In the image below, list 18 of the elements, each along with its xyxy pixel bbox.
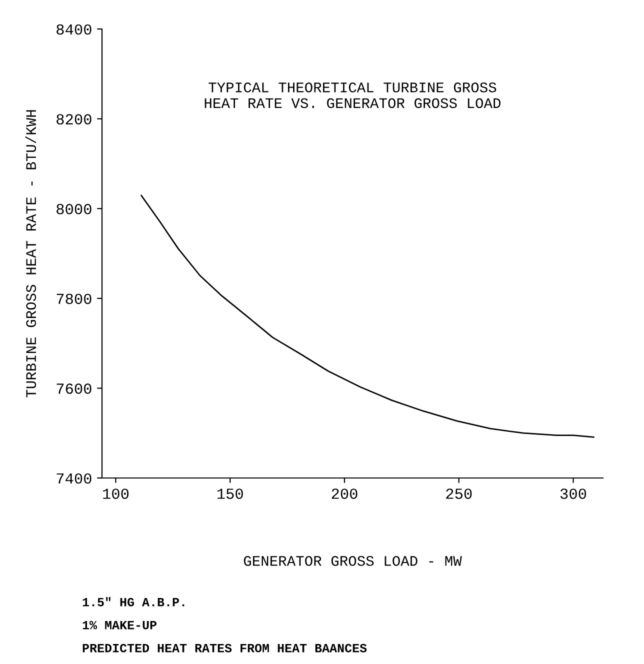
y-tick-label: 7600 <box>56 384 92 394</box>
text: TYPICAL THEORETICAL TURBINE GROSS HEAT RATE VS. GENERATOR GROSS LOAD <box>204 82 501 108</box>
y-tick-label: 8000 <box>56 204 92 214</box>
x-axis-title: GENERATOR GROSS LOAD - MW <box>244 556 462 566</box>
y-tick-label: 8400 <box>56 24 92 35</box>
line-series <box>140 194 594 438</box>
y-tick-label: 7800 <box>56 294 92 304</box>
y-axis-title: TURBINE GROSS HEAT RATE - BTU/KWH <box>25 110 36 398</box>
text: PREDICTED HEAT RATES FROM HEAT BAANCES <box>82 644 367 652</box>
x-tick-label: 200 <box>332 488 358 499</box>
x-tick-label: 300 <box>560 488 586 499</box>
y-tick-label: 8200 <box>56 114 92 124</box>
y-tick-label: 7400 <box>56 473 92 484</box>
text: 1% MAKE-UP <box>82 620 156 630</box>
x-tick-label: 100 <box>103 488 129 499</box>
x-tick-label: 250 <box>446 488 472 499</box>
text: 1.5" HG A.B.P. <box>82 597 184 606</box>
x-tick-label: 150 <box>217 488 243 499</box>
